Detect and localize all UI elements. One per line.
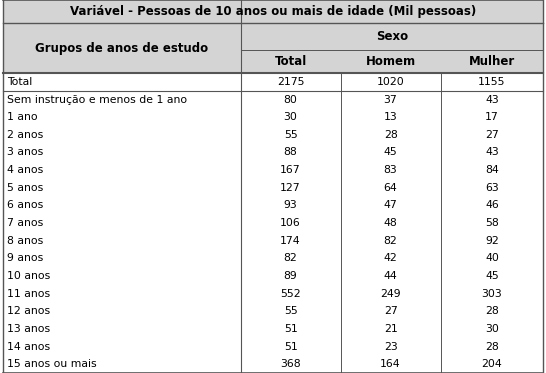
Text: 55: 55	[284, 130, 298, 140]
Text: Total: Total	[7, 77, 32, 87]
Text: 51: 51	[284, 342, 298, 351]
Text: 48: 48	[384, 218, 397, 228]
Text: 93: 93	[284, 200, 298, 210]
Text: 204: 204	[482, 359, 502, 369]
Text: 46: 46	[485, 200, 499, 210]
Text: 64: 64	[384, 183, 397, 193]
Text: 13 anos: 13 anos	[7, 324, 50, 334]
Text: 174: 174	[280, 236, 301, 246]
Text: 84: 84	[485, 165, 499, 175]
Text: 3 anos: 3 anos	[7, 147, 43, 157]
Text: 37: 37	[384, 95, 397, 104]
Text: 249: 249	[380, 289, 401, 299]
Text: 43: 43	[485, 147, 499, 157]
Text: 127: 127	[280, 183, 301, 193]
Text: 9 anos: 9 anos	[7, 253, 43, 263]
Text: 88: 88	[284, 147, 298, 157]
Text: 552: 552	[280, 289, 301, 299]
Bar	[3, 50, 543, 73]
Text: 13: 13	[384, 112, 397, 122]
Text: 15 anos ou mais: 15 anos ou mais	[7, 359, 97, 369]
Text: Sem instrução e menos de 1 ano: Sem instrução e menos de 1 ano	[7, 95, 187, 104]
Text: 82: 82	[284, 253, 298, 263]
Text: 42: 42	[384, 253, 397, 263]
Text: Total: Total	[275, 55, 307, 68]
Text: 82: 82	[384, 236, 397, 246]
Text: 45: 45	[384, 147, 397, 157]
Text: 55: 55	[284, 306, 298, 316]
Text: 1020: 1020	[377, 77, 405, 87]
Text: 27: 27	[384, 306, 397, 316]
Text: 2 anos: 2 anos	[7, 130, 43, 140]
Text: 5 anos: 5 anos	[7, 183, 43, 193]
Bar	[3, 0, 543, 23]
Text: 58: 58	[485, 218, 499, 228]
Text: 1155: 1155	[478, 77, 506, 87]
Text: 27: 27	[485, 130, 499, 140]
Text: 83: 83	[384, 165, 397, 175]
Text: 17: 17	[485, 112, 499, 122]
Text: Grupos de anos de estudo: Grupos de anos de estudo	[35, 42, 208, 54]
Text: 44: 44	[384, 271, 397, 281]
Text: 8 anos: 8 anos	[7, 236, 43, 246]
Text: 80: 80	[283, 95, 298, 104]
Text: Homem: Homem	[365, 55, 416, 68]
Text: 51: 51	[284, 324, 298, 334]
Text: Variável - Pessoas de 10 anos ou mais de idade (Mil pessoas): Variável - Pessoas de 10 anos ou mais de…	[70, 5, 476, 18]
Text: 89: 89	[284, 271, 298, 281]
Text: 303: 303	[482, 289, 502, 299]
Text: 1 ano: 1 ano	[7, 112, 38, 122]
Text: 21: 21	[384, 324, 397, 334]
Text: 368: 368	[280, 359, 301, 369]
Text: 4 anos: 4 anos	[7, 165, 43, 175]
Text: 92: 92	[485, 236, 499, 246]
Text: 45: 45	[485, 271, 499, 281]
Text: 14 anos: 14 anos	[7, 342, 50, 351]
Text: 28: 28	[485, 306, 499, 316]
Text: Sexo: Sexo	[376, 30, 408, 43]
Text: 23: 23	[384, 342, 397, 351]
Text: 11 anos: 11 anos	[7, 289, 50, 299]
Text: 28: 28	[384, 130, 397, 140]
Text: 63: 63	[485, 183, 499, 193]
Text: 40: 40	[485, 253, 499, 263]
Bar	[3, 23, 543, 50]
Text: Mulher: Mulher	[469, 55, 515, 68]
Text: 28: 28	[485, 342, 499, 351]
Text: 47: 47	[384, 200, 397, 210]
Text: 30: 30	[283, 112, 298, 122]
Text: 7 anos: 7 anos	[7, 218, 43, 228]
Text: 106: 106	[280, 218, 301, 228]
Text: 10 anos: 10 anos	[7, 271, 50, 281]
Text: 2175: 2175	[277, 77, 304, 87]
Text: 12 anos: 12 anos	[7, 306, 50, 316]
Text: 6 anos: 6 anos	[7, 200, 43, 210]
Text: 43: 43	[485, 95, 499, 104]
Text: 164: 164	[380, 359, 401, 369]
Text: 167: 167	[280, 165, 301, 175]
Text: 30: 30	[485, 324, 499, 334]
